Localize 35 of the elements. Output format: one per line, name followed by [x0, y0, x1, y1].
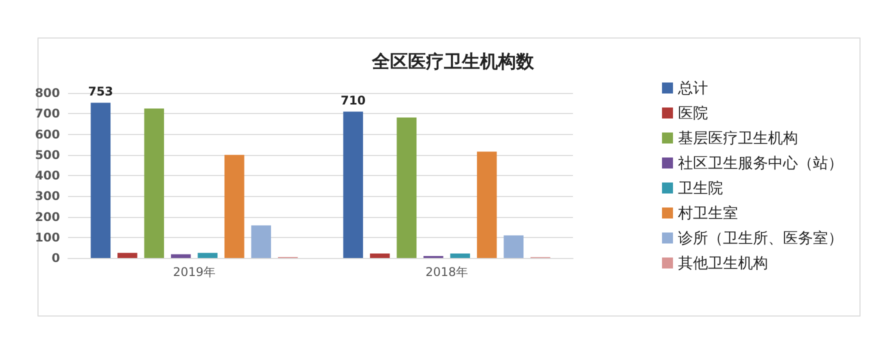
legend-label: 卫生院	[678, 179, 723, 197]
y-tick-label: 200	[34, 210, 60, 224]
bar	[117, 252, 138, 258]
bar	[90, 102, 111, 258]
y-tick-label: 800	[34, 86, 60, 100]
x-tick-label: 2019年	[172, 265, 216, 279]
legend-label: 诊所（卫生所、医务室）	[678, 229, 843, 247]
y-tick-label: 600	[34, 127, 60, 142]
legend-label: 医院	[678, 104, 708, 122]
data-label: 753	[88, 84, 114, 99]
chart-title: 全区医疗卫生机构数	[371, 52, 535, 72]
y-tick-label: 700	[34, 106, 60, 121]
data-label: 710	[340, 94, 366, 108]
x-tick-label: 2018年	[425, 265, 468, 279]
bar	[396, 118, 417, 258]
bar	[144, 108, 164, 258]
bar	[476, 152, 497, 258]
legend-label: 村卫生室	[677, 204, 738, 222]
y-tick-label: 0	[52, 251, 60, 265]
bar	[370, 253, 390, 258]
bar	[251, 225, 272, 258]
legend-label: 基层医疗卫生机构	[678, 129, 798, 147]
bar	[343, 112, 364, 258]
bar	[450, 253, 470, 258]
y-tick-label: 400	[34, 168, 60, 182]
y-tick-label: 100	[34, 230, 60, 244]
legend-label: 其他卫生机构	[678, 254, 768, 272]
bar	[198, 252, 218, 258]
legend-label: 社区卫生服务中心（站）	[678, 154, 843, 172]
bar	[224, 154, 244, 258]
legend-label: 总计	[677, 79, 708, 97]
y-tick-label: 300	[34, 189, 60, 204]
bar	[170, 254, 191, 258]
y-tick-label: 500	[34, 148, 60, 162]
bar	[504, 235, 524, 258]
